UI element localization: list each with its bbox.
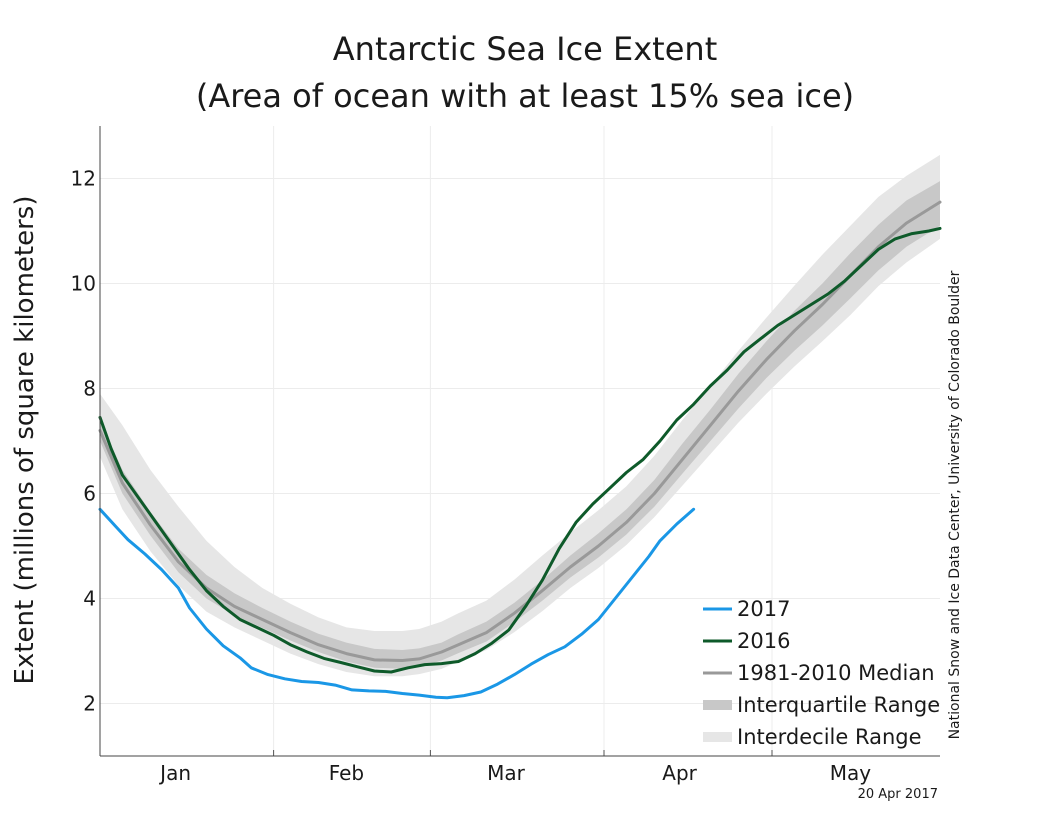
y-tick-label: 10	[71, 272, 96, 296]
date-stamp: 20 Apr 2017	[857, 787, 938, 802]
x-tick-label-may: May	[830, 761, 872, 785]
x-tick-label-mar: Mar	[487, 761, 526, 785]
series-line-2017	[98, 507, 696, 700]
y-tick-label: 6	[83, 482, 96, 506]
legend-label: 1981-2010 Median	[737, 661, 935, 685]
y-tick-label: 12	[71, 167, 96, 191]
series-line-1981-2010-median	[98, 200, 942, 662]
axes: 2 4 6 8 10 12 Jan Feb Mar Apr May	[71, 126, 940, 785]
y-tick-label: 8	[83, 377, 96, 401]
legend-label: 2017	[737, 597, 790, 621]
x-tick-label-apr: Apr	[662, 761, 697, 785]
legend-label: Interquartile Range	[737, 693, 940, 717]
series-lines	[98, 200, 942, 700]
x-tick-label-feb: Feb	[329, 761, 364, 785]
legend-label: 2016	[737, 629, 790, 653]
legend: 2017 2016 1981-2010 Median Interquartile Ra…	[703, 597, 940, 749]
series-line-2016	[98, 226, 942, 674]
chart-title: Antarctic Sea Ice Extent	[332, 30, 718, 68]
y-tick-label: 2	[83, 692, 96, 716]
chart-subtitle: (Area of ocean with at least 15% sea ice…	[195, 77, 855, 115]
x-tick-label-jan: Jan	[158, 761, 191, 785]
legend-label: Interdecile Range	[737, 725, 922, 749]
y-tick-label: 4	[83, 587, 96, 611]
